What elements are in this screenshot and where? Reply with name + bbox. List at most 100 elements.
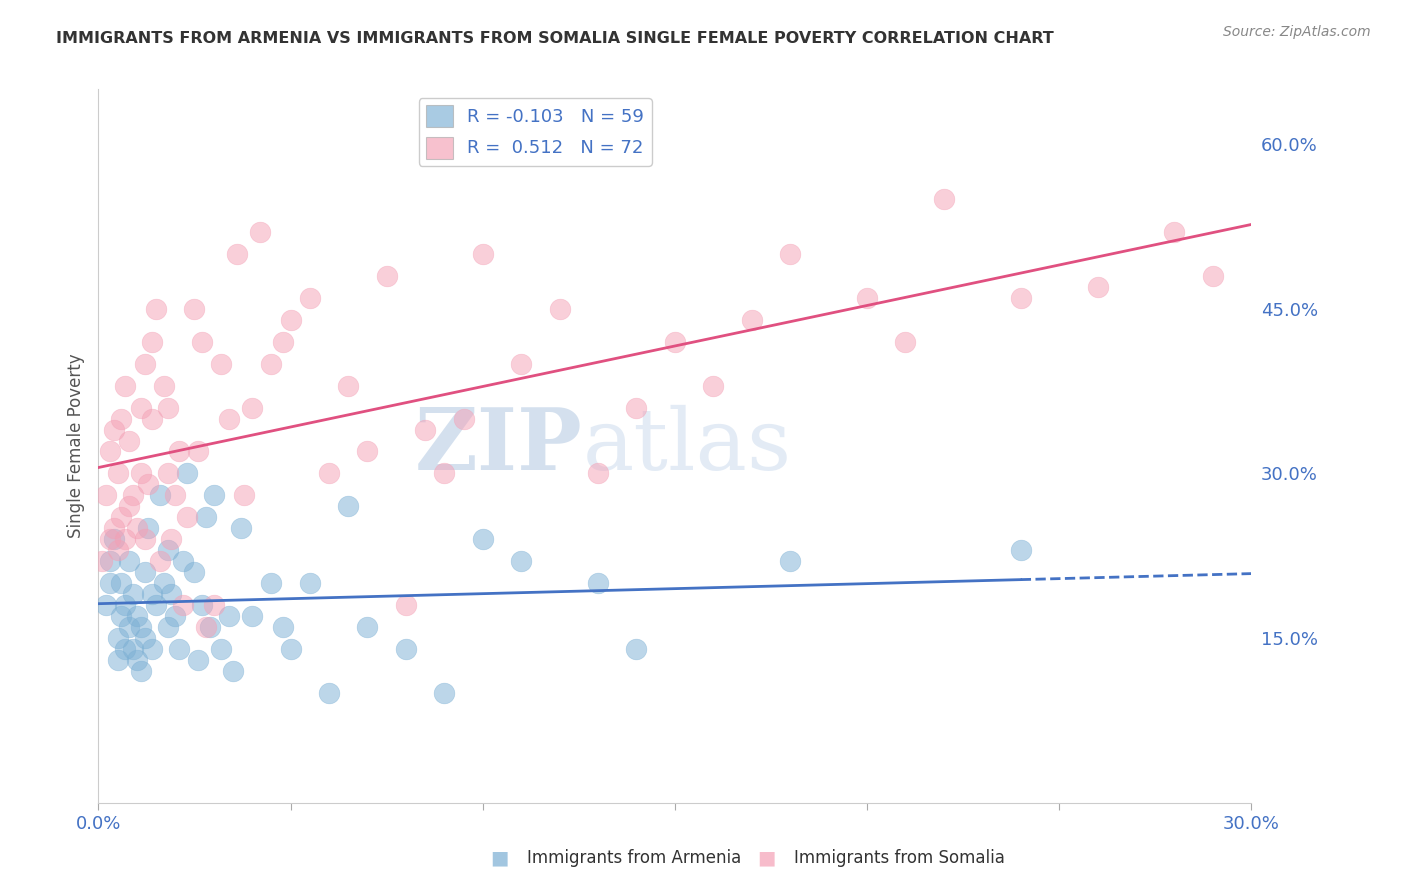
Point (165, 609, 187, 624)
Point (141, 642, 163, 657)
Point (134, 357, 156, 371)
Point (98, 554, 121, 568)
Point (271, 620, 294, 634)
Point (129, 620, 152, 634)
Point (152, 378, 174, 392)
Point (298, 576, 321, 591)
Point (98, 444, 121, 458)
Point (280, 312, 302, 326)
Point (375, 268, 398, 283)
Point (191, 334, 214, 349)
Point (122, 587, 145, 601)
Point (118, 434, 141, 448)
Text: ■: ■ (756, 848, 776, 867)
Point (98, 533, 121, 547)
Point (118, 620, 141, 634)
Point (779, 247, 801, 261)
Point (1202, 268, 1225, 283)
Point (1087, 280, 1109, 294)
Point (118, 500, 141, 514)
Point (894, 334, 917, 349)
Point (932, 192, 955, 206)
Point (125, 653, 148, 667)
Point (107, 631, 129, 645)
Text: Immigrants from Armenia: Immigrants from Armenia (527, 849, 741, 867)
Point (741, 312, 763, 326)
Point (167, 444, 190, 458)
Point (94, 488, 117, 502)
Point (240, 609, 263, 624)
Point (191, 598, 214, 612)
Point (356, 620, 378, 634)
Point (138, 521, 160, 535)
Point (138, 477, 160, 491)
Point (433, 686, 456, 700)
Text: Source: ZipAtlas.com: Source: ZipAtlas.com (1223, 25, 1371, 39)
Point (141, 334, 163, 349)
Point (395, 642, 418, 657)
Point (156, 401, 179, 415)
Point (229, 521, 252, 535)
Point (176, 467, 198, 481)
Point (160, 533, 183, 547)
Point (1010, 543, 1032, 558)
Point (433, 467, 456, 481)
Point (471, 247, 494, 261)
Point (134, 566, 156, 580)
Point (249, 225, 271, 239)
Point (218, 609, 240, 624)
Point (134, 533, 156, 547)
Point (149, 488, 172, 502)
Point (110, 510, 132, 524)
Point (280, 642, 302, 657)
Point (510, 357, 533, 371)
Point (94, 598, 117, 612)
Point (209, 357, 232, 371)
Point (110, 609, 132, 624)
Point (91, 554, 114, 568)
Point (114, 533, 136, 547)
Point (702, 378, 724, 392)
Point (129, 664, 152, 678)
Point (626, 401, 648, 415)
Text: Immigrants from Somalia: Immigrants from Somalia (794, 849, 1005, 867)
Point (318, 467, 340, 481)
Point (626, 642, 648, 657)
Point (103, 533, 125, 547)
Legend: R = -0.103   N = 59, R =  0.512   N = 72: R = -0.103 N = 59, R = 0.512 N = 72 (419, 98, 651, 166)
Point (195, 620, 218, 634)
Point (395, 598, 418, 612)
Point (356, 444, 378, 458)
Text: atlas: atlas (582, 404, 792, 488)
Point (222, 664, 245, 678)
Point (195, 510, 218, 524)
Point (125, 521, 148, 535)
Text: ■: ■ (489, 848, 509, 867)
Point (145, 598, 167, 612)
Point (167, 642, 190, 657)
Point (103, 423, 125, 437)
Point (586, 576, 609, 591)
Point (125, 609, 148, 624)
Point (225, 247, 247, 261)
Point (240, 401, 263, 415)
Y-axis label: Single Female Poverty: Single Female Poverty (66, 354, 84, 538)
Point (1163, 225, 1185, 239)
Point (172, 598, 194, 612)
Point (337, 500, 360, 514)
Point (145, 301, 167, 316)
Point (110, 411, 132, 425)
Point (198, 620, 221, 634)
Point (187, 444, 209, 458)
Point (172, 554, 194, 568)
Point (114, 598, 136, 612)
Point (779, 554, 801, 568)
Point (856, 291, 879, 305)
Point (129, 401, 152, 415)
Point (218, 411, 240, 425)
Point (114, 378, 136, 392)
Point (233, 488, 256, 502)
Point (586, 467, 609, 481)
Point (183, 301, 205, 316)
Point (160, 587, 183, 601)
